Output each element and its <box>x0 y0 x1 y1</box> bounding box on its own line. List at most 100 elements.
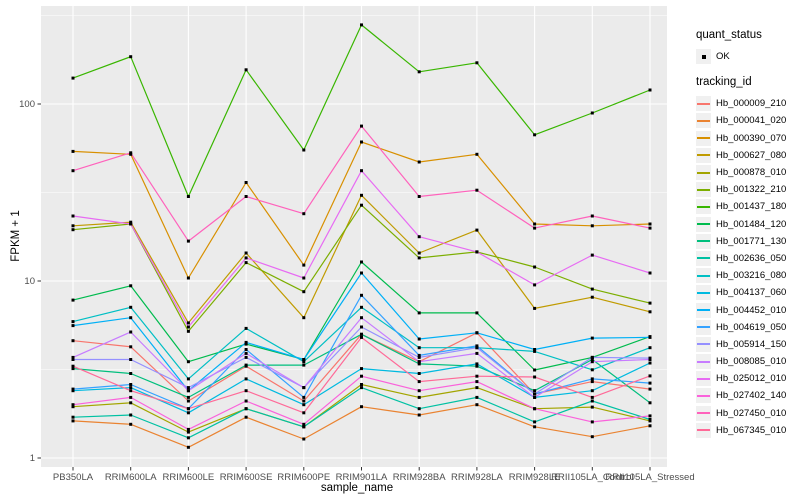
series-points-Hb_027402_140 <box>71 374 652 431</box>
line-swatch-icon <box>697 309 710 312</box>
gridlines-minor <box>41 15 667 370</box>
legend-item-ok: OK <box>696 48 800 65</box>
panel-background <box>41 6 667 467</box>
line-swatch-icon <box>697 394 710 397</box>
legend-item-label: Hb_067345_010 <box>716 424 787 436</box>
line-swatch-icon <box>697 240 710 243</box>
series-points-Hb_008085_010 <box>71 316 652 399</box>
legend-item-label: Hb_004137_060 <box>716 287 787 299</box>
legend-item-label: Hb_004452_010 <box>716 304 787 316</box>
series-points-Hb_004137_060 <box>71 361 652 415</box>
line-swatch-icon <box>697 171 710 174</box>
legend-key-box <box>696 268 711 284</box>
legend-key-box <box>696 285 711 301</box>
legend-item-label: Hb_001484_120 <box>716 218 787 230</box>
legend-key-box <box>696 422 711 438</box>
legend-key-box <box>696 250 711 266</box>
series-points-Hb_002636_050 <box>71 386 652 440</box>
legend-item-Hb_067345_010: Hb_067345_010 <box>696 422 800 439</box>
y-axis-title: FPKM + 1 <box>10 210 22 262</box>
legend-item-Hb_027402_140: Hb_027402_140 <box>696 387 800 404</box>
legend-item-Hb_002636_050: Hb_002636_050 <box>696 250 800 267</box>
legend-item-Hb_005914_150: Hb_005914_150 <box>696 336 800 353</box>
legend-item-Hb_001322_210: Hb_001322_210 <box>696 181 800 198</box>
legend-item-label: Hb_000041_020 <box>716 115 787 127</box>
legend-key-box <box>696 96 711 112</box>
legend-key-box <box>696 49 711 65</box>
series-points-Hb_001322_210 <box>71 203 652 333</box>
line-swatch-icon <box>697 119 710 122</box>
line-swatch-icon <box>697 429 710 432</box>
line-swatch-icon <box>697 360 710 363</box>
line-swatch-icon <box>697 102 710 105</box>
legend-item-Hb_000009_210: Hb_000009_210 <box>696 95 800 112</box>
legend: quant_status OK tracking_id Hb_000009_21… <box>696 29 800 439</box>
legend-key-box <box>696 199 711 215</box>
line-swatch-icon <box>697 274 710 277</box>
line-swatch-icon <box>697 326 710 329</box>
legend-key-box <box>696 405 711 421</box>
svg-text:100: 100 <box>19 99 35 110</box>
line-swatch-icon <box>697 412 710 415</box>
svg-text:RRIM600LA: RRIM600LA <box>105 472 157 483</box>
legend-item-label: Hb_005914_150 <box>716 338 787 350</box>
series-points-Hb_001771_130 <box>71 332 652 405</box>
legend-item-Hb_008085_010: Hb_008085_010 <box>696 353 800 370</box>
legend-key-box <box>696 371 711 387</box>
series-points-Hb_025012_010 <box>71 169 652 329</box>
legend-tracking-items: Hb_000009_210 Hb_000041_020 Hb_000390_070 H… <box>696 95 800 439</box>
legend-item-Hb_027450_010: Hb_027450_010 <box>696 405 800 422</box>
svg-text:RRIM928LA: RRIM928LA <box>451 472 503 483</box>
legend-item-Hb_000878_010: Hb_000878_010 <box>696 164 800 181</box>
gridlines-major-horizontal <box>41 103 667 459</box>
legend-item-Hb_004452_010: Hb_004452_010 <box>696 301 800 318</box>
legend-key-box <box>696 388 711 404</box>
line-swatch-icon <box>697 377 710 380</box>
legend-item-Hb_000041_020: Hb_000041_020 <box>696 112 800 129</box>
y-tick-labels: 1 10 100 <box>19 99 35 464</box>
legend-item-label: Hb_003216_080 <box>716 270 787 282</box>
svg-text:10: 10 <box>24 276 35 287</box>
line-swatch-icon <box>697 291 710 294</box>
legend-item-label: Hb_025012_010 <box>716 373 787 385</box>
series-points-Hb_000041_020 <box>71 403 652 449</box>
svg-text:PB350LA: PB350LA <box>53 472 94 483</box>
line-swatch-icon <box>697 223 710 226</box>
series-points-Hb_067345_010 <box>71 335 652 415</box>
legend-item-Hb_025012_010: Hb_025012_010 <box>696 370 800 387</box>
legend-key-box <box>696 113 711 129</box>
legend-key-box <box>696 165 711 181</box>
legend-item-label: Hb_000627_080 <box>716 149 787 161</box>
legend-key-box <box>696 302 711 318</box>
legend-item-label: Hb_000009_210 <box>716 98 787 110</box>
legend-key-box <box>696 216 711 232</box>
legend-key-box <box>696 233 711 249</box>
legend-item-label: Hb_001322_210 <box>716 184 787 196</box>
axis-ticks <box>37 103 651 471</box>
line-swatch-icon <box>697 205 710 208</box>
x-tick-labels: PB350LA RRIM600LA RRIM600LE RRIM600SE RRIM60… <box>53 472 695 483</box>
svg-text:RRII105LA_Control: RRII105LA_Control <box>551 472 633 483</box>
svg-text:RRIM928LE: RRIM928LE <box>509 472 561 483</box>
svg-text:RRIM928BA: RRIM928BA <box>393 472 446 483</box>
svg-text:RRIM600LE: RRIM600LE <box>163 472 215 483</box>
series-points-Hb_000627_080 <box>71 193 652 325</box>
x-axis-title: sample_name <box>320 482 394 494</box>
legend-key-box <box>696 336 711 352</box>
legend-item-Hb_003216_080: Hb_003216_080 <box>696 267 800 284</box>
legend-item-label: Hb_001771_130 <box>716 235 787 247</box>
line-swatch-icon <box>697 137 710 140</box>
legend-key-box <box>696 130 711 146</box>
legend-item-Hb_001484_120: Hb_001484_120 <box>696 216 800 233</box>
legend-key-box <box>696 147 711 163</box>
legend-item-Hb_000390_070: Hb_000390_070 <box>696 130 800 147</box>
legend-item-Hb_001437_180: Hb_001437_180 <box>696 198 800 215</box>
svg-text:RRII105LA_Stressed: RRII105LA_Stressed <box>605 472 694 483</box>
line-swatch-icon <box>697 343 710 346</box>
legend-item-label: OK <box>716 51 730 63</box>
legend-title-tracking-id: tracking_id <box>696 76 752 89</box>
legend-item-Hb_001771_130: Hb_001771_130 <box>696 233 800 250</box>
legend-item-label: Hb_000878_010 <box>716 167 787 179</box>
legend-item-label: Hb_001437_180 <box>716 201 787 213</box>
